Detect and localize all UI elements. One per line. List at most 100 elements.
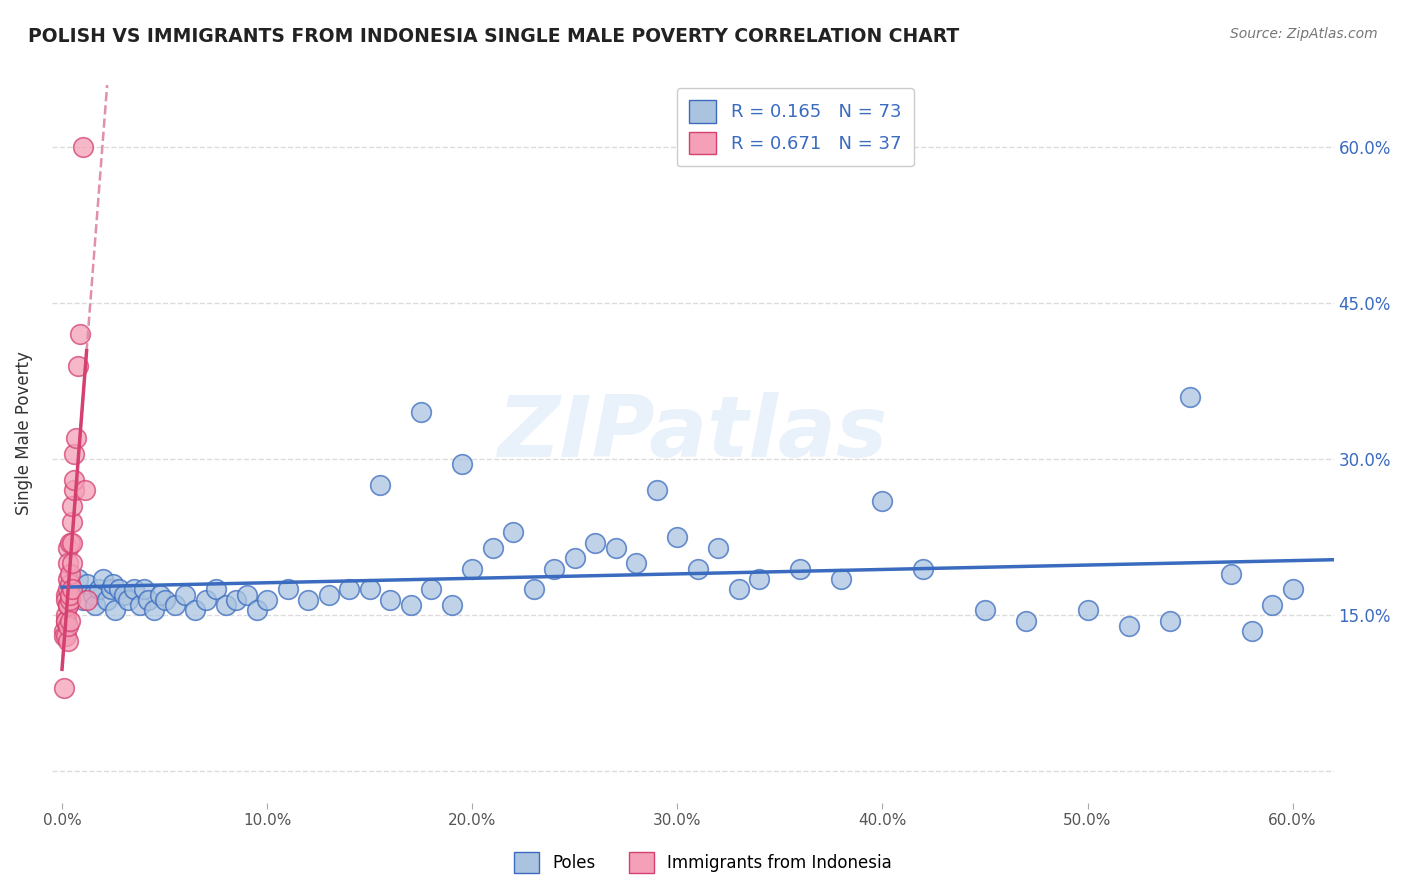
Point (63, 473, 86, 487)
Text: POLISH VS IMMIGRANTS FROM INDONESIA SINGLE MALE POVERTY CORRELATION CHART: POLISH VS IMMIGRANTS FROM INDONESIA SING… (28, 27, 959, 45)
Point (56, 541, 79, 555)
Point (912, 561, 935, 575)
Point (72, 592, 94, 607)
Point (205, 582, 228, 597)
Point (59, 592, 82, 607)
Point (748, 572, 770, 586)
Point (104, 603, 127, 617)
Point (163, 598, 186, 612)
Point (56, 572, 79, 586)
Point (368, 478, 391, 492)
Point (60, 582, 83, 597)
Text: ZIPatlas: ZIPatlas (498, 392, 887, 475)
Point (409, 405, 432, 419)
Point (461, 561, 484, 575)
Point (67, 572, 90, 586)
Point (297, 592, 319, 607)
Point (380, 592, 402, 607)
Point (1220, 566, 1243, 581)
Point (59, 614, 82, 628)
Point (789, 561, 811, 575)
Point (55, 587, 77, 601)
Point (55, 592, 77, 607)
Point (59, 535, 82, 549)
Point (100, 582, 122, 597)
Point (103, 577, 125, 591)
Point (76, 577, 98, 591)
Point (76, 592, 98, 607)
Point (59, 577, 82, 591)
Point (56, 582, 79, 597)
Point (645, 483, 668, 498)
Point (246, 603, 269, 617)
Point (59, 566, 82, 581)
Point (82, 587, 104, 601)
Legend: R = 0.165   N = 73, R = 0.671   N = 37: R = 0.165 N = 73, R = 0.671 N = 37 (676, 87, 914, 166)
Point (136, 592, 159, 607)
Point (55, 614, 77, 628)
Point (83, 598, 105, 612)
Point (543, 561, 565, 575)
Point (337, 582, 360, 597)
Point (1015, 614, 1038, 628)
Point (1076, 603, 1098, 617)
Point (60, 499, 83, 513)
Point (440, 598, 463, 612)
Point (235, 587, 257, 601)
Point (256, 592, 278, 607)
Point (830, 572, 852, 586)
Point (67, 359, 90, 373)
Point (974, 603, 997, 617)
Point (69, 327, 91, 342)
Point (872, 494, 894, 508)
Y-axis label: Single Male Poverty: Single Male Poverty (15, 351, 32, 516)
Point (59, 587, 82, 601)
Point (1240, 624, 1263, 638)
Point (55, 629, 77, 643)
Point (420, 582, 443, 597)
Point (60, 535, 83, 549)
Point (73, 483, 96, 498)
Point (87, 582, 110, 597)
Point (523, 582, 546, 597)
Point (564, 551, 586, 566)
Point (707, 541, 730, 555)
Point (1159, 614, 1181, 628)
Point (1261, 598, 1284, 612)
Point (1118, 618, 1140, 632)
Point (65, 432, 87, 446)
Point (215, 598, 238, 612)
Point (626, 557, 648, 571)
Point (63, 483, 86, 498)
Point (122, 582, 145, 597)
Point (53, 629, 76, 643)
Point (56, 557, 79, 571)
Point (502, 525, 524, 540)
Point (60, 582, 83, 597)
Point (56, 598, 79, 612)
Text: Source: ZipAtlas.com: Source: ZipAtlas.com (1230, 27, 1378, 41)
Point (184, 603, 207, 617)
Point (72, 140, 94, 154)
Point (727, 582, 749, 597)
Point (56, 598, 79, 612)
Point (451, 458, 474, 472)
Point (605, 541, 627, 555)
Point (53, 681, 76, 695)
Point (132, 582, 155, 597)
Point (481, 541, 503, 555)
Point (153, 592, 176, 607)
Point (63, 447, 86, 461)
Point (60, 557, 83, 571)
Point (399, 598, 422, 612)
Point (194, 592, 217, 607)
Point (149, 587, 172, 601)
Point (1281, 582, 1303, 597)
Point (174, 587, 197, 601)
Point (117, 592, 139, 607)
Point (56, 634, 79, 648)
Point (60, 515, 83, 529)
Legend: Poles, Immigrants from Indonesia: Poles, Immigrants from Indonesia (508, 846, 898, 880)
Point (666, 530, 689, 544)
Point (53, 624, 76, 638)
